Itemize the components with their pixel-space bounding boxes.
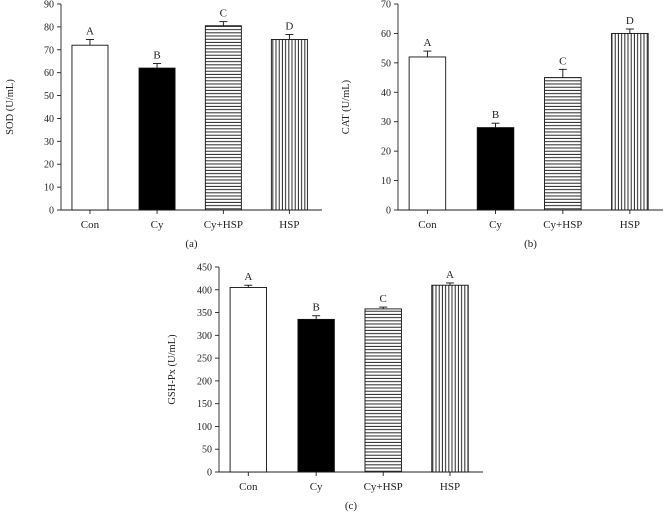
bar-b-cy-plus-hsp	[544, 77, 582, 211]
y-tick-label-c: 200	[197, 376, 212, 387]
y-tick-label-c: 100	[197, 422, 212, 433]
significance-letter-c: B	[312, 302, 319, 314]
significance-letter-b: A	[423, 37, 431, 49]
category-label-a: Con	[81, 219, 100, 231]
y-tick-label-c: 0	[207, 468, 212, 479]
axes-c: 0 50 100 150 200 250 300 350 400 450 Con Cy Cy+HSP HS…	[197, 263, 483, 493]
significance-letter-c: A	[446, 269, 454, 281]
y-tick-label-b: 50	[381, 58, 391, 69]
significance-letter-c: A	[244, 271, 252, 283]
bar-a-cy-plus-hsp	[204, 25, 242, 211]
y-tick-label-c: 150	[197, 399, 212, 410]
panel-label-c: (c)	[345, 500, 358, 512]
axes-b: 0 10 20 30 40 50 60 70 Con Cy Cy+HSP HSP	[381, 0, 663, 231]
axes-a: 0 10 20 30 40 50 60 70 80 90 Con Cy Cy+HSP HSP	[44, 0, 322, 231]
bar-c-cy-plus-hsp	[364, 308, 402, 473]
significance-letter-b: D	[626, 15, 634, 27]
y-tick-label-c: 50	[202, 445, 212, 456]
category-label-a: HSP	[279, 219, 299, 231]
bar-a-con	[71, 44, 109, 211]
category-label-a: Cy	[151, 219, 164, 231]
y-tick-label-c: 450	[197, 263, 212, 274]
y-tick-label-b: 0	[386, 206, 391, 217]
category-label-b: Con	[418, 219, 437, 231]
y-tick-label-a: 10	[44, 183, 54, 194]
y-tick-label-c: 250	[197, 354, 212, 365]
y-axis-label-b: CAT (U/mL)	[341, 79, 352, 134]
y-tick-label-a: 30	[44, 137, 54, 148]
bar-b-cy	[476, 127, 515, 211]
category-label-c: HSP	[440, 481, 460, 493]
chart-panel-a: 0 10 20 30 40 50 60 70 80 90 Con Cy Cy+HSP HSP A B C D S…	[5, 0, 322, 250]
bars-c: A B C A	[229, 269, 469, 473]
y-tick-label-b: 30	[381, 117, 391, 128]
y-tick-label-b: 60	[381, 29, 391, 40]
significance-letter-a: B	[153, 50, 160, 62]
bars-b: A B C D	[408, 15, 649, 211]
y-axis-label-c: GSH-Px (U/mL)	[167, 334, 178, 405]
bar-c-cy	[297, 318, 335, 473]
bar-a-cy	[138, 67, 176, 211]
panel-label-b: (b)	[524, 238, 537, 250]
significance-letter-c: C	[380, 293, 387, 305]
y-tick-label-a: 60	[44, 68, 54, 79]
category-label-b: Cy	[489, 219, 502, 231]
y-tick-label-c: 400	[197, 285, 212, 296]
bar-b-con	[408, 56, 447, 211]
category-label-b: HSP	[620, 219, 640, 231]
bar-b-hsp	[611, 32, 649, 211]
significance-letter-a: C	[220, 8, 227, 20]
y-tick-label-a: 90	[44, 0, 54, 11]
y-tick-label-a: 20	[44, 160, 54, 171]
y-tick-label-a: 40	[44, 114, 54, 125]
chart-panel-b: 0 10 20 30 40 50 60 70 Con Cy Cy+HSP HSP A B C D CAT (…	[341, 0, 663, 250]
significance-letter-b: B	[492, 109, 499, 121]
y-tick-label-a: 50	[44, 91, 54, 102]
y-tick-label-a: 0	[49, 206, 54, 217]
bar-a-hsp	[270, 39, 308, 211]
y-tick-label-b: 10	[381, 176, 391, 187]
category-label-a: Cy+HSP	[204, 219, 243, 231]
y-tick-label-b: 20	[381, 147, 391, 158]
y-tick-label-c: 300	[197, 331, 212, 342]
y-tick-label-b: 70	[381, 0, 391, 11]
bar-c-hsp	[431, 284, 469, 473]
bars-a: A B C D	[71, 8, 308, 211]
y-tick-label-c: 350	[197, 308, 212, 319]
chart-panel-c: 0 50 100 150 200 250 300 350 400 450 Con Cy Cy+HSP HS…	[167, 263, 483, 512]
y-axis-label-a: SOD (U/mL)	[5, 79, 16, 135]
y-tick-label-a: 70	[44, 45, 54, 56]
y-tick-label-b: 40	[381, 88, 391, 99]
category-label-c: Cy	[310, 481, 323, 493]
significance-letter-b: C	[559, 55, 566, 67]
panel-label-a: (a)	[185, 238, 198, 250]
category-label-b: Cy+HSP	[543, 219, 582, 231]
category-label-c: Cy+HSP	[364, 481, 403, 493]
significance-letter-a: A	[86, 25, 94, 37]
y-tick-label-a: 80	[44, 22, 54, 33]
bar-c-con	[229, 287, 267, 473]
significance-letter-a: D	[285, 20, 293, 32]
category-label-c: Con	[239, 481, 258, 493]
